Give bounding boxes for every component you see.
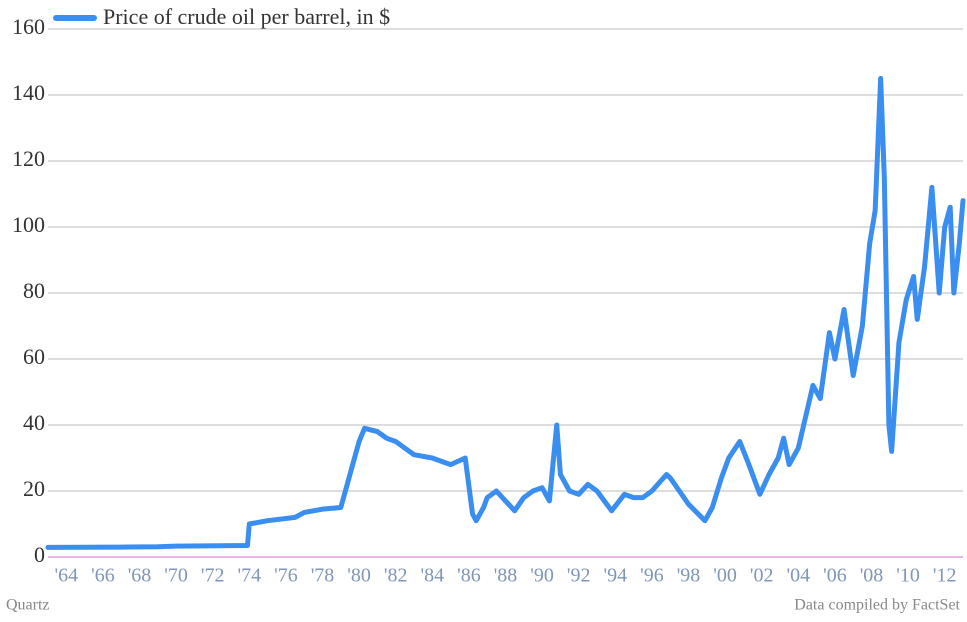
x-tick-label: '68 [128,565,152,587]
x-tick-label: '80 [347,565,371,587]
x-tick-label: '08 [860,565,884,587]
y-tick-label: 140 [12,80,45,105]
x-tick-label: '98 [677,565,701,587]
price-line [45,76,966,550]
y-tick-label: 40 [23,410,45,435]
x-tick-label: '84 [420,565,444,587]
credit: Quartz [6,597,50,614]
source: Data compiled by FactSet [794,597,960,614]
x-tick-label: '86 [457,565,481,587]
x-tick-label: '92 [567,565,591,587]
x-tick-label: '10 [896,565,920,587]
x-tick-label: '78 [311,565,335,587]
y-tick-label: 0 [34,542,45,567]
x-tick-label: '64 [54,565,78,587]
x-tick-label: '66 [91,565,115,587]
x-tick-label: '00 [713,565,737,587]
x-tick-label: '90 [530,565,554,587]
x-tick-label: '76 [274,565,298,587]
x-tick-label: '06 [823,565,847,587]
x-tick-label: '04 [786,565,810,587]
y-tick-label: 60 [23,344,45,369]
y-tick-label: 100 [12,212,45,237]
x-tick-label: '82 [384,565,408,587]
x-tick-label: '94 [603,565,627,587]
y-tick-label: 80 [23,278,45,303]
y-tick-label: 160 [12,14,45,39]
x-tick-label: '70 [164,565,188,587]
y-tick-label: 120 [12,146,45,171]
x-tick-label: '02 [750,565,774,587]
x-tick-label: '12 [933,565,957,587]
y-tick-label: 20 [23,476,45,501]
x-tick-label: '96 [640,565,664,587]
x-tick-label: '72 [201,565,225,587]
x-tick-label: '74 [237,565,261,587]
x-tick-label: '88 [494,565,518,587]
legend-label: Price of crude oil per barrel, in $ [103,4,390,29]
